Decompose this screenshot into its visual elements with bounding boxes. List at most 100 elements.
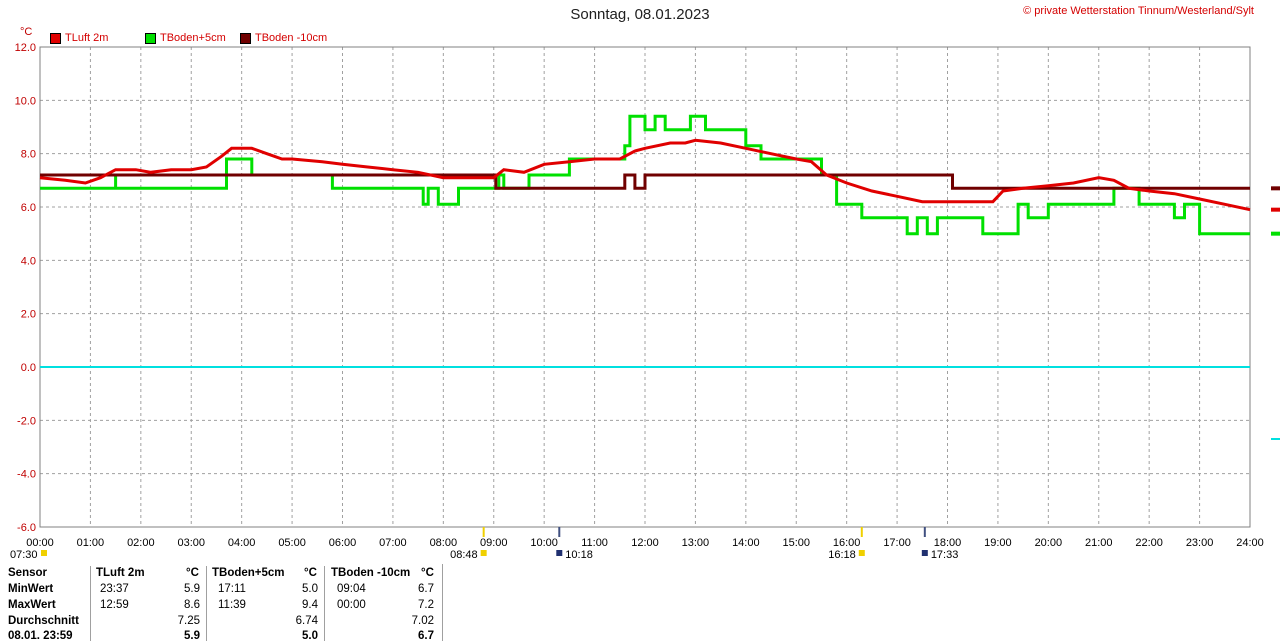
legend-label-tboden-10: TBoden -10cm bbox=[255, 32, 328, 44]
x-tick-label: 24:00 bbox=[1236, 537, 1264, 549]
x-tick-label: 06:00 bbox=[329, 537, 357, 549]
y-tick-label: 0.0 bbox=[21, 362, 36, 374]
current-value-marker bbox=[1271, 231, 1280, 236]
y-tick-label: 10.0 bbox=[15, 95, 36, 107]
x-tick-label: 13:00 bbox=[682, 537, 710, 549]
stats-cell-time: 00:00 bbox=[337, 599, 366, 611]
y-tick-label: 4.0 bbox=[21, 255, 36, 267]
legend-item-tluft: TLuft 2m bbox=[50, 32, 108, 44]
stats-cell-time: 23:37 bbox=[100, 583, 129, 595]
chart-title: Sonntag, 08.01.2023 bbox=[570, 6, 710, 23]
x-tick-label: 05:00 bbox=[278, 537, 306, 549]
stats-cell-time: 12:59 bbox=[100, 599, 129, 611]
y-tick-label: 2.0 bbox=[21, 309, 36, 321]
dawn-label: 07:30 bbox=[10, 549, 38, 561]
stats-row-label: MinWert bbox=[8, 583, 54, 595]
y-tick-label: -6.0 bbox=[17, 522, 36, 534]
x-tick-label: 07:00 bbox=[379, 537, 407, 549]
stats-row-label: MaxWert bbox=[8, 599, 56, 611]
x-tick-label: 21:00 bbox=[1085, 537, 1113, 549]
y-tick-label: -4.0 bbox=[17, 469, 36, 481]
stats-header-tboden-5: TBoden+5cm bbox=[212, 567, 285, 579]
y-tick-label: -2.0 bbox=[17, 415, 36, 427]
x-tick-label: 09:00 bbox=[480, 537, 508, 549]
stats-row-label: Durchschnitt bbox=[8, 615, 79, 627]
y-tick-label: 12.0 bbox=[15, 42, 36, 54]
x-tick-label: 03:00 bbox=[177, 537, 205, 549]
dusk-icon bbox=[921, 550, 928, 556]
temperature-chart: 00:00 01:00 02:00 03:00 04:00 05:00 06:00 07:00… bbox=[10, 42, 1280, 561]
stats-header-unit-1: °C bbox=[186, 567, 199, 579]
stats-cell-time: 17:11 bbox=[218, 583, 246, 595]
plot-frame bbox=[39, 46, 1251, 528]
x-tick-label: 01:00 bbox=[77, 537, 105, 549]
solar-noon-label: 10:18 bbox=[565, 549, 593, 561]
sunset-icon bbox=[858, 550, 865, 556]
dusk-label: 17:33 bbox=[931, 549, 959, 561]
x-tick-label: 23:00 bbox=[1186, 537, 1214, 549]
stats-cell-value: 6.7 bbox=[418, 583, 434, 595]
stats-cell-value: 8.6 bbox=[184, 599, 200, 611]
legend-swatch-tboden-10 bbox=[240, 32, 251, 44]
statistics-table: Sensor TLuft 2m °C TBoden+5cm °C TBoden … bbox=[0, 564, 443, 642]
x-tick-label: 02:00 bbox=[127, 537, 155, 549]
x-tick-label: 14:00 bbox=[732, 537, 760, 549]
axis-ticks: 00:00 01:00 02:00 03:00 04:00 05:00 06:00 07:00… bbox=[15, 42, 1264, 549]
stats-cell-time: 09:04 bbox=[337, 583, 366, 595]
current-value-marker bbox=[1271, 207, 1280, 212]
stats-cell-value: 5.0 bbox=[302, 583, 318, 595]
stats-cell-value: 7.25 bbox=[177, 615, 200, 627]
y-axis-unit: °C bbox=[20, 26, 33, 38]
x-tick-label: 20:00 bbox=[1035, 537, 1063, 549]
sunset-label: 16:18 bbox=[828, 549, 856, 561]
stats-cell-value: 5.9 bbox=[184, 583, 200, 595]
x-tick-label: 11:00 bbox=[581, 537, 608, 549]
series-line-tboden-10 bbox=[40, 173, 1250, 190]
current-value-marker bbox=[1271, 186, 1280, 191]
x-tick-label: 12:00 bbox=[631, 537, 659, 549]
legend-item-tboden-5: TBoden+5cm bbox=[145, 32, 226, 44]
stats-cell-value: 5.0 bbox=[302, 630, 318, 642]
y-tick-label: 8.0 bbox=[21, 149, 36, 161]
stats-cell-value: 7.2 bbox=[418, 599, 434, 611]
stats-header-unit-2: °C bbox=[304, 567, 317, 579]
copyright-notice: © private Wetterstation Tinnum/Westerlan… bbox=[1023, 5, 1254, 17]
current-value-marker bbox=[1271, 438, 1280, 440]
dawn-icon bbox=[41, 550, 47, 556]
legend-label-tboden-5: TBoden+5cm bbox=[160, 32, 226, 44]
stats-header-unit-3: °C bbox=[421, 567, 434, 579]
current-value-markers bbox=[1271, 186, 1280, 440]
stats-cell-value: 6.74 bbox=[295, 615, 318, 627]
stats-row-label: 08.01. 23:59 bbox=[8, 630, 73, 642]
sun-events: 07:30 08:48 10:18 16:18 17:33 bbox=[10, 527, 958, 561]
stats-header-tluft: TLuft 2m bbox=[96, 567, 145, 579]
x-tick-label: 18:00 bbox=[934, 537, 962, 549]
series-line-tboden-5 bbox=[40, 114, 1250, 236]
series-line-tluft bbox=[39, 138, 1251, 212]
stats-cell-value: 9.4 bbox=[302, 599, 318, 611]
sunrise-icon bbox=[480, 550, 487, 556]
x-tick-label: 17:00 bbox=[883, 537, 911, 549]
x-tick-label: 15:00 bbox=[782, 537, 810, 549]
legend-swatch-tluft bbox=[50, 32, 61, 44]
y-tick-label: 6.0 bbox=[21, 202, 36, 214]
stats-cell-value: 5.9 bbox=[184, 630, 200, 642]
x-tick-label: 16:00 bbox=[833, 537, 861, 549]
x-tick-label: 08:00 bbox=[430, 537, 458, 549]
stats-header-sensor: Sensor bbox=[8, 567, 47, 579]
x-tick-label: 10:00 bbox=[530, 537, 558, 549]
x-tick-label: 19:00 bbox=[984, 537, 1012, 549]
x-tick-label: 04:00 bbox=[228, 537, 256, 549]
solar-noon-icon bbox=[556, 550, 563, 556]
x-tick-label: 00:00 bbox=[26, 537, 54, 549]
legend-item-tboden-10: TBoden -10cm bbox=[240, 32, 327, 44]
stats-cell-value: 6.7 bbox=[418, 630, 434, 642]
stats-cell-time: 11:39 bbox=[218, 599, 246, 611]
series bbox=[39, 114, 1251, 368]
legend-label-tluft: TLuft 2m bbox=[65, 32, 109, 44]
legend-swatch-tboden-5 bbox=[145, 32, 156, 44]
sunrise-label: 08:48 bbox=[450, 549, 478, 561]
stats-cell-value: 7.02 bbox=[411, 615, 434, 627]
x-tick-label: 22:00 bbox=[1135, 537, 1163, 549]
stats-header-tboden-10: TBoden -10cm bbox=[331, 567, 411, 579]
